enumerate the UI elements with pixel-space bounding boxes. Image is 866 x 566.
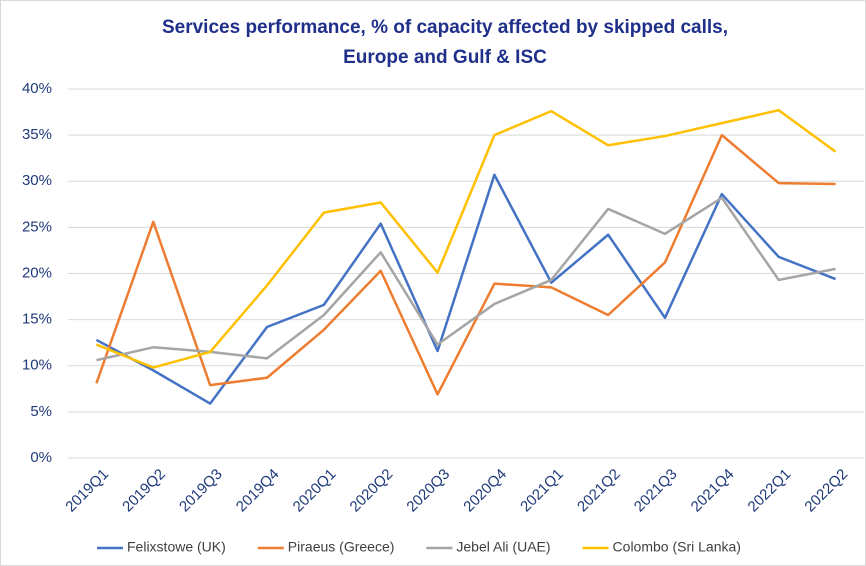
chart-title: Services performance, % of capacity affe… <box>162 17 728 38</box>
y-tick-label: 5% <box>30 403 52 420</box>
y-tick-label: 30% <box>22 172 52 189</box>
series-line <box>95 133 836 396</box>
series-line <box>95 173 837 405</box>
legend-label: Colombo (Sri Lanka) <box>613 539 741 555</box>
y-tick-label: 20% <box>22 264 52 281</box>
y-tick-label: 0% <box>30 449 52 466</box>
series-line <box>96 196 836 362</box>
y-tick-label: 10% <box>22 357 52 374</box>
y-tick-label: 15% <box>22 311 52 328</box>
y-tick-label: 25% <box>22 218 52 235</box>
y-tick-label: 35% <box>22 126 52 143</box>
legend-label: Piraeus (Greece) <box>288 539 395 555</box>
y-tick-label: 40% <box>22 80 52 97</box>
series-line <box>95 108 837 369</box>
legend-label: Felixstowe (UK) <box>127 539 226 555</box>
legend-label: Jebel Ali (UAE) <box>456 539 550 555</box>
chart-title: Europe and Gulf & ISC <box>343 47 547 68</box>
